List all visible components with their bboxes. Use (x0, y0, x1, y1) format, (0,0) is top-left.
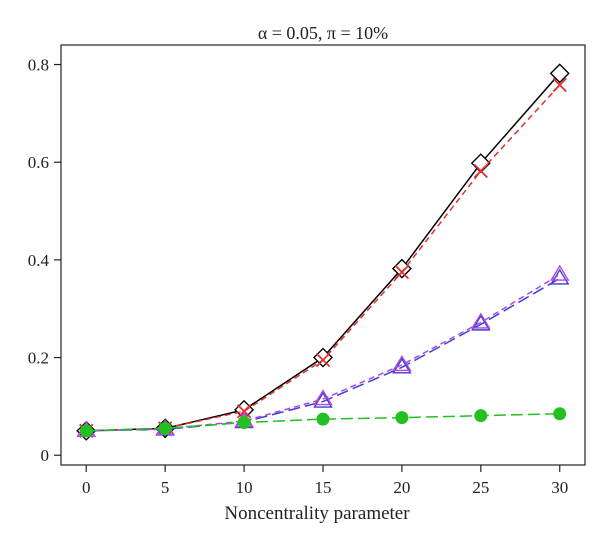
series-3-point (392, 357, 412, 374)
y-tick-label: 0.2 (28, 349, 49, 368)
cross-stroke (315, 352, 331, 368)
x-tick-label: 5 (161, 478, 170, 497)
series-2 (79, 77, 567, 438)
series-5-point (474, 409, 488, 423)
y-tick-label: 0.6 (28, 153, 49, 172)
series-2-point (552, 77, 567, 93)
series-1 (76, 63, 570, 441)
cross-stroke (552, 77, 567, 93)
y-tick-label: 0.8 (28, 56, 49, 75)
chart-title: α = 0.05, π = 10% (258, 23, 388, 43)
cross-stroke (473, 163, 488, 179)
series-5-point (553, 407, 567, 421)
series-2-point (473, 163, 488, 179)
x-tick-label: 0 (82, 478, 91, 497)
series-1-point (549, 63, 570, 84)
series-4-point (550, 264, 570, 281)
series-2-point (315, 352, 331, 368)
series-4-point (471, 312, 491, 329)
series-1-line (86, 72, 561, 432)
y-tick-label: 0.4 (28, 251, 50, 270)
series-5 (79, 407, 567, 438)
series-5-point (79, 424, 93, 438)
series-5-point (237, 416, 251, 430)
x-tick-label: 15 (315, 478, 332, 497)
series-2-point (394, 264, 410, 280)
series-4-point (392, 355, 412, 372)
x-tick-label: 10 (236, 478, 253, 497)
series-5-point (316, 412, 330, 426)
x-tick-label: 20 (393, 478, 410, 497)
series-2-line (86, 84, 561, 432)
series-5-point (158, 421, 172, 435)
series-layer (76, 63, 570, 441)
x-tick-label: 30 (551, 478, 568, 497)
series-3-point (471, 314, 491, 331)
series-4-line (86, 273, 561, 432)
cross-stroke (394, 264, 410, 280)
x-axis-title: Noncentrality parameter (224, 503, 410, 524)
axes: 0 5 10 15 20 25 30 0 0.2 0.4 0.6 0.8 (28, 56, 568, 497)
series-4-point (313, 389, 333, 406)
x-tick-label: 25 (472, 478, 489, 497)
y-tick-label: 0 (41, 446, 50, 465)
series-5-point (395, 411, 409, 425)
